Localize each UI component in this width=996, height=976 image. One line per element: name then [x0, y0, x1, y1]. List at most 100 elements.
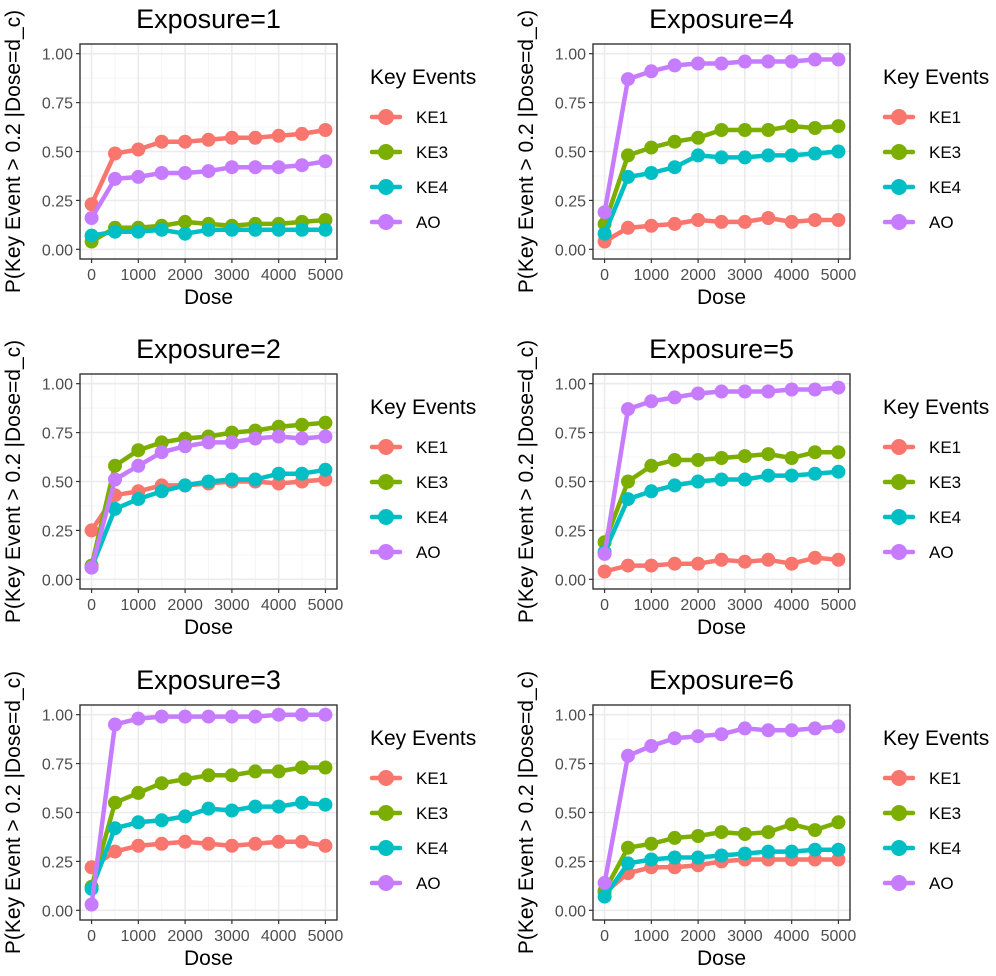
data-point-ke3	[108, 458, 122, 473]
data-point-ke3	[178, 772, 193, 787]
data-point-ke3	[318, 213, 333, 227]
data-point-ke4	[248, 222, 263, 237]
legend-swatch-point	[891, 439, 907, 455]
data-point-ke4	[154, 222, 169, 237]
x-tick-label: 2000	[167, 267, 203, 284]
x-axis-title: Dose	[184, 286, 233, 309]
data-point-ao	[831, 719, 846, 734]
x-tick-label: 4000	[774, 597, 810, 614]
y-tick-label: 0.25	[555, 854, 586, 871]
data-point-ke1	[667, 216, 682, 231]
data-point-ke4	[808, 842, 822, 857]
x-axis-title: Dose	[697, 286, 746, 309]
data-point-ke3	[714, 451, 729, 465]
data-point-ao	[667, 58, 682, 73]
x-tick-label: 0	[87, 267, 96, 284]
x-tick-label: 0	[600, 597, 609, 614]
data-point-ke3	[271, 419, 286, 434]
data-point-ao	[761, 54, 776, 69]
data-point-ao	[154, 709, 169, 724]
legend-swatch-point	[891, 144, 907, 160]
data-point-ke3	[737, 449, 752, 464]
data-point-ke4	[714, 150, 729, 165]
data-point-ke4	[691, 148, 706, 163]
x-tick-label: 4000	[774, 928, 810, 945]
legend-swatch-point	[891, 179, 907, 195]
data-point-ke4	[808, 466, 822, 481]
x-tick-label: 4000	[261, 597, 297, 614]
legend-swatch-point	[378, 840, 394, 856]
data-point-ke3	[784, 451, 799, 465]
legend-swatch-point	[378, 875, 394, 891]
legend-label: AO	[416, 543, 441, 562]
x-tick-label: 0	[600, 928, 609, 945]
data-point-ke4	[667, 160, 682, 175]
data-point-ao	[597, 205, 612, 220]
legend-item-ke4: KE4	[369, 839, 448, 858]
data-point-ao	[84, 560, 99, 575]
legend-label: KE3	[929, 143, 961, 162]
data-point-ke1	[761, 211, 776, 225]
data-point-ke4	[224, 472, 239, 487]
data-point-ke4	[597, 889, 612, 904]
data-point-ke3	[808, 823, 822, 838]
y-tick-label: 0.50	[555, 145, 586, 162]
legend-label: AO	[929, 874, 954, 893]
legend-title: Key Events	[883, 396, 989, 419]
legend-swatch-point	[378, 544, 394, 560]
legend-swatch-point	[378, 439, 394, 455]
legend-item-ao: AO	[882, 543, 954, 562]
data-point-ke4	[737, 150, 752, 165]
data-point-ke4	[108, 821, 122, 836]
data-point-ke1	[295, 126, 309, 141]
x-tick-label: 5000	[821, 928, 857, 945]
data-point-ao	[808, 721, 822, 736]
data-point-ke3	[295, 417, 309, 432]
x-axis-title: Dose	[697, 947, 746, 970]
legend-label: KE3	[416, 804, 448, 823]
legend-swatch-point	[891, 840, 907, 856]
data-point-ke3	[318, 760, 333, 775]
legend-label: AO	[416, 874, 441, 893]
chart-title: Exposure=6	[649, 665, 794, 695]
data-point-ke4	[737, 472, 752, 487]
data-point-ao	[248, 709, 263, 724]
series-ao	[84, 154, 333, 225]
series-ke4	[597, 842, 846, 904]
legend-swatch-point	[891, 109, 907, 125]
data-point-ke4	[714, 848, 729, 863]
series-ao	[597, 52, 846, 220]
x-axis-title: Dose	[184, 616, 233, 639]
data-point-ke1	[318, 838, 333, 853]
legend-item-ao: AO	[369, 213, 441, 232]
legend-item-ke3: KE3	[369, 473, 448, 492]
legend-title: Key Events	[883, 727, 989, 750]
series-ke4	[84, 222, 333, 243]
data-point-ke4	[201, 801, 216, 816]
legend-item-ke1: KE1	[369, 108, 448, 127]
data-point-ao	[248, 431, 263, 446]
x-tick-label: 3000	[727, 928, 763, 945]
chart-title: Exposure=3	[136, 665, 281, 695]
legend-label: KE1	[929, 108, 961, 127]
data-point-ke4	[831, 464, 846, 479]
data-point-ke4	[691, 850, 706, 865]
x-tick-label: 5000	[308, 597, 344, 614]
data-point-ke1	[714, 214, 729, 229]
data-point-ke4	[154, 484, 169, 499]
series-ke3	[597, 445, 846, 550]
legend-swatch-point	[378, 805, 394, 821]
legend-swatch-point	[378, 109, 394, 125]
chart-title: Exposure=5	[649, 334, 794, 364]
data-point-ao	[224, 709, 239, 724]
data-point-ao	[84, 211, 99, 225]
legend-label: KE3	[416, 143, 448, 162]
data-point-ao	[714, 384, 729, 399]
legend-swatch-point	[378, 144, 394, 160]
data-point-ke1	[224, 838, 239, 853]
data-point-ke4	[131, 815, 146, 830]
y-tick-label: 1.00	[555, 377, 586, 394]
data-point-ao	[667, 390, 682, 405]
legend-swatch-point	[378, 214, 394, 230]
